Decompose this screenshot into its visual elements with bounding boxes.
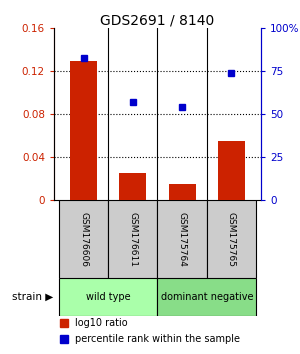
Text: wild type: wild type	[86, 292, 130, 302]
Text: strain ▶: strain ▶	[12, 292, 53, 302]
Bar	[119, 173, 146, 200]
Bar	[158, 278, 256, 316]
Text: log10 ratio: log10 ratio	[75, 319, 127, 329]
Text: percentile rank within the sample: percentile rank within the sample	[75, 334, 240, 344]
Bar	[70, 61, 97, 200]
Bar	[59, 278, 158, 316]
Text: GSM175765: GSM175765	[227, 212, 236, 267]
Text: dominant negative: dominant negative	[160, 292, 253, 302]
Text: GSM175764: GSM175764	[178, 212, 187, 267]
Text: GSM176611: GSM176611	[128, 212, 137, 267]
Bar	[207, 200, 256, 278]
Title: GDS2691 / 8140: GDS2691 / 8140	[100, 13, 214, 27]
Bar	[108, 200, 158, 278]
Bar	[218, 141, 245, 200]
Text: GSM176606: GSM176606	[79, 212, 88, 267]
Bar	[59, 200, 108, 278]
Bar	[158, 200, 207, 278]
Bar	[169, 184, 196, 200]
